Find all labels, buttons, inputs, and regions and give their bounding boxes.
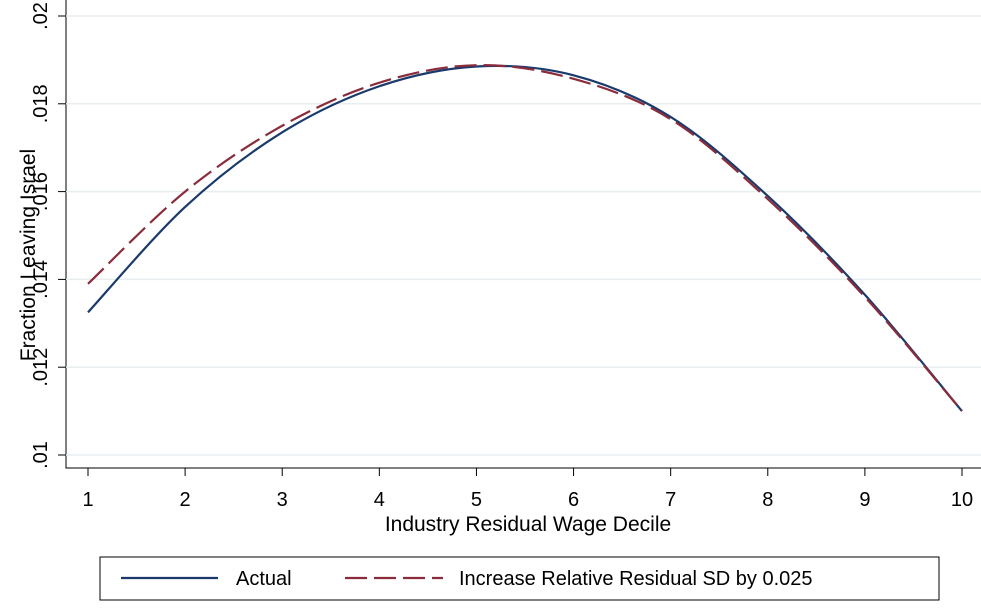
- x-axis-title: Industry Residual Wage Decile: [385, 513, 671, 536]
- x-tick-label: 6: [568, 489, 579, 511]
- y-tick-label: .016: [30, 172, 52, 211]
- legend-label: Increase Relative Residual SD by 0.025: [459, 568, 813, 590]
- x-tick-label: 10: [951, 489, 973, 511]
- series-line-increase-sd: [87, 64, 963, 412]
- x-tick-label: 3: [277, 489, 288, 511]
- plot-area: [65, 0, 981, 469]
- x-tick-label: 1: [82, 489, 93, 511]
- x-tick-label: 8: [762, 489, 773, 511]
- legend: Actual Increase Relative Residual SD by 0…: [99, 556, 940, 601]
- x-tick-label: 2: [180, 489, 191, 511]
- legend-box: [99, 556, 940, 601]
- x-tick-label: 9: [859, 489, 870, 511]
- y-tick-label: .012: [30, 348, 52, 387]
- y-tick-label: .018: [30, 84, 52, 123]
- x-tick-label: 4: [374, 489, 385, 511]
- y-tick-label: .02: [30, 2, 52, 30]
- axes: .01 .012 .014 .016 .018 .02 1 2 3 4 5 6 7 8 9 10: [30, 2, 973, 511]
- x-tick-label: 5: [471, 489, 482, 511]
- y-axis-title: Fraction Leaving Israel: [17, 149, 40, 361]
- y-tick-label: .014: [30, 260, 52, 299]
- y-tick-label: .01: [30, 441, 52, 469]
- gridlines: [65, 0, 981, 469]
- legend-label: Actual: [236, 568, 292, 590]
- series-line-actual: [87, 64, 963, 412]
- series-lines: [87, 64, 963, 412]
- x-tick-label: 7: [665, 489, 676, 511]
